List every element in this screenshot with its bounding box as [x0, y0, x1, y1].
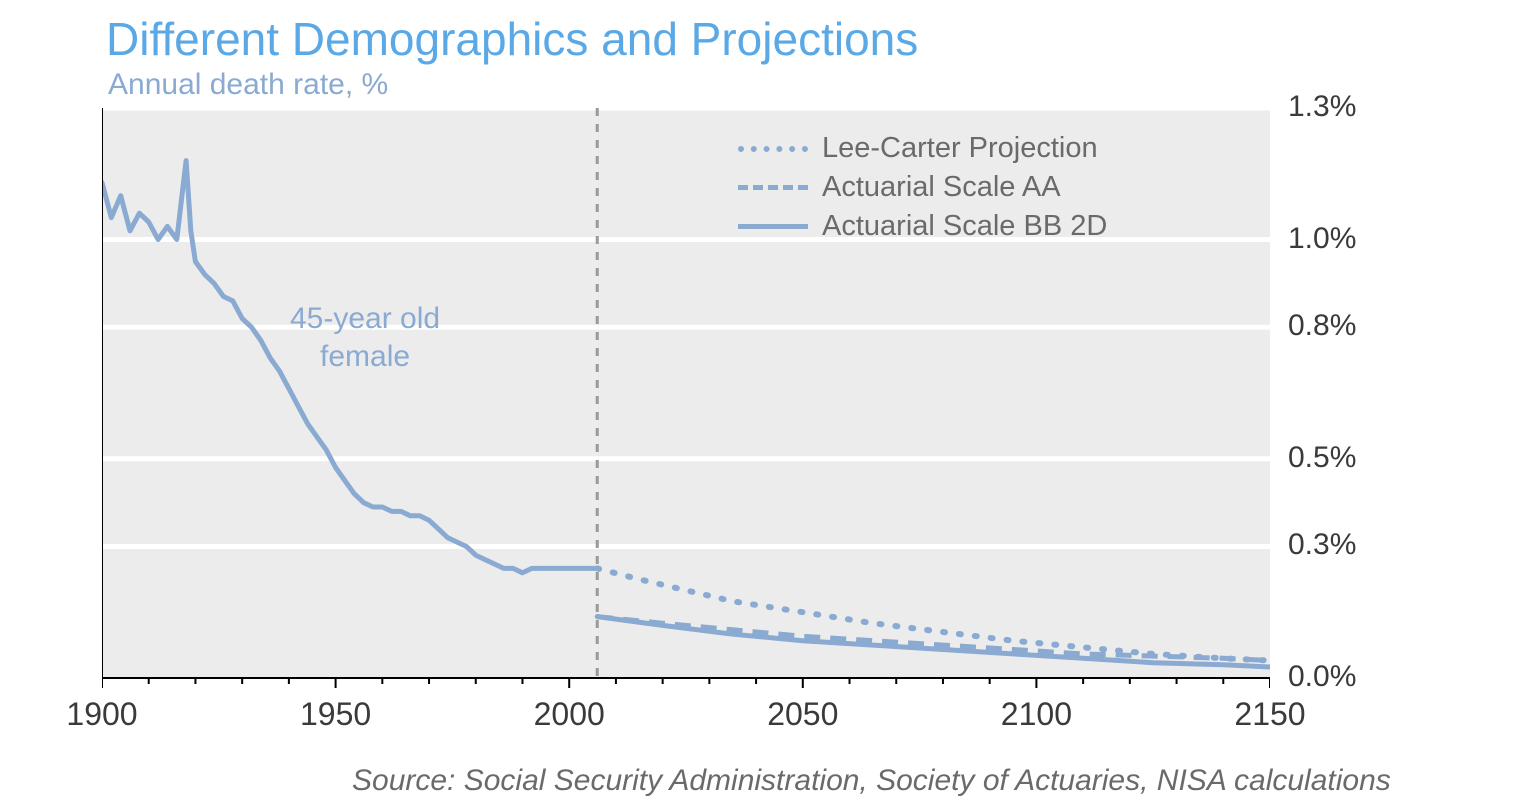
legend-label: Actuarial Scale AA — [822, 171, 1061, 204]
source-citation: Source: Social Security Administration, … — [352, 764, 1391, 798]
legend-label: Actuarial Scale BB 2D — [822, 210, 1107, 243]
x-tick-label: 1950 — [300, 696, 371, 733]
x-tick-label: 2050 — [767, 696, 838, 733]
y-tick-label: 0.8% — [1288, 309, 1356, 343]
cohort-annotation: 45-year old female — [290, 300, 440, 375]
legend-item: Actuarial Scale AA — [738, 171, 1107, 204]
y-tick-label: 0.0% — [1288, 660, 1356, 694]
legend-label: Lee-Carter Projection — [822, 132, 1098, 165]
legend-swatch-dotted — [738, 146, 808, 152]
annotation-line1: 45-year old — [290, 300, 440, 338]
y-tick-label: 1.0% — [1288, 222, 1356, 256]
annotation-line2: female — [290, 338, 440, 376]
x-tick-label: 1900 — [66, 696, 137, 733]
legend-swatch-solid — [738, 224, 808, 229]
y-tick-label: 0.3% — [1288, 528, 1356, 562]
y-tick-label: 0.5% — [1288, 441, 1356, 475]
x-tick-label: 2000 — [534, 696, 605, 733]
chart-subtitle: Annual death rate, % — [108, 68, 388, 102]
legend: Lee-Carter Projection Actuarial Scale AA A… — [738, 132, 1107, 249]
legend-item: Lee-Carter Projection — [738, 132, 1107, 165]
y-tick-label: 1.3% — [1288, 90, 1356, 124]
legend-item: Actuarial Scale BB 2D — [738, 210, 1107, 243]
chart-title: Different Demographics and Projections — [106, 12, 918, 66]
x-tick-label: 2100 — [1001, 696, 1072, 733]
chart-container: Different Demographics and Projections A… — [0, 0, 1536, 812]
x-tick-label: 2150 — [1234, 696, 1305, 733]
legend-swatch-dashed — [738, 185, 808, 190]
